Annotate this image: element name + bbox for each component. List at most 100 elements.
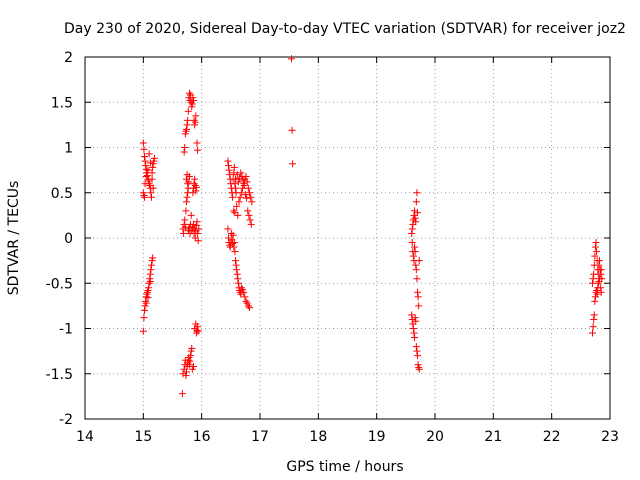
data-point — [144, 294, 152, 302]
data-point — [230, 207, 238, 215]
data-point — [185, 178, 193, 186]
data-point — [231, 180, 239, 188]
data-point — [411, 334, 419, 342]
data-point — [183, 125, 190, 133]
data-point — [590, 315, 598, 323]
plot-frame — [84, 56, 611, 420]
data-point — [141, 180, 149, 188]
data-point — [149, 254, 157, 262]
data-point — [180, 148, 188, 156]
data-point — [224, 157, 232, 165]
data-point — [412, 261, 420, 269]
x-tick-label: 22 — [543, 429, 561, 445]
data-point — [148, 175, 156, 183]
data-point — [592, 288, 600, 296]
data-point — [247, 220, 255, 228]
data-point — [225, 162, 232, 170]
data-point — [142, 165, 150, 173]
data-point — [411, 243, 419, 251]
data-point — [239, 176, 247, 184]
data-point — [187, 352, 195, 360]
data-point — [225, 166, 233, 174]
y-tick-label: -2 — [59, 412, 73, 428]
data-point — [595, 261, 603, 269]
data-point — [408, 239, 416, 247]
data-point — [190, 363, 197, 371]
data-point — [244, 207, 252, 215]
data-point — [186, 357, 194, 365]
data-point — [413, 189, 421, 197]
data-point — [234, 178, 242, 186]
x-tick-label: 20 — [426, 429, 444, 445]
data-point — [193, 218, 201, 226]
data-point — [237, 169, 245, 177]
data-point — [412, 343, 420, 351]
data-point — [183, 193, 191, 201]
data-point — [596, 275, 603, 283]
data-point — [193, 326, 201, 334]
data-point — [192, 221, 200, 229]
data-point — [180, 229, 188, 237]
data-point — [141, 193, 148, 201]
data-point — [146, 159, 154, 167]
data-point — [241, 191, 249, 199]
data-point — [592, 239, 600, 247]
data-point — [224, 225, 232, 233]
data-point — [183, 198, 190, 206]
data-point — [243, 178, 251, 186]
data-point — [148, 169, 156, 177]
y-tick-label: 0.5 — [51, 186, 73, 202]
data-point — [145, 279, 153, 287]
data-point — [184, 107, 192, 115]
data-point — [191, 175, 199, 183]
data-point — [242, 297, 250, 305]
y-tick-label: -1 — [59, 322, 73, 338]
data-point — [140, 145, 148, 153]
data-point — [415, 365, 423, 373]
data-point — [149, 163, 157, 171]
data-point — [234, 279, 242, 287]
data-point — [190, 96, 197, 104]
data-point — [238, 172, 246, 180]
data-point — [410, 329, 418, 337]
y-axis-label: SDTVAR / TECUs — [6, 181, 22, 296]
data-point — [178, 390, 186, 398]
data-point — [191, 118, 199, 126]
data-point — [230, 163, 238, 171]
data-point — [182, 372, 190, 380]
data-point — [233, 266, 241, 274]
data-point — [145, 150, 153, 158]
data-point — [594, 279, 602, 287]
data-point — [189, 189, 197, 197]
data-point — [194, 323, 202, 331]
data-point — [414, 352, 421, 360]
data-point — [190, 116, 198, 124]
data-points — [139, 55, 606, 398]
x-axis: 14 15 16 17 18 19 20 21 22 23 — [76, 57, 619, 445]
data-point — [243, 194, 251, 202]
data-point — [226, 171, 234, 179]
data-point — [232, 184, 239, 192]
data-point — [412, 266, 420, 274]
data-point — [142, 297, 150, 305]
data-point — [194, 146, 202, 154]
data-point — [194, 229, 202, 237]
data-point — [411, 248, 419, 256]
chart-title: Day 230 of 2020, Sidereal Day-to-day VTE… — [64, 21, 626, 37]
data-point — [246, 304, 253, 312]
data-point — [181, 216, 189, 224]
data-point — [146, 277, 154, 285]
data-point — [150, 154, 158, 162]
x-tick-label: 17 — [251, 429, 269, 445]
data-point — [185, 361, 193, 369]
data-point — [230, 239, 238, 247]
grid — [85, 57, 610, 419]
data-point — [593, 248, 601, 256]
y-axis: -2 -1.5 -1 -0.5 0 0.5 1 1.5 2 — [46, 50, 610, 428]
data-point — [229, 231, 237, 239]
data-point — [141, 157, 149, 165]
data-point — [145, 284, 153, 292]
data-point — [182, 127, 190, 135]
data-point — [193, 139, 201, 147]
